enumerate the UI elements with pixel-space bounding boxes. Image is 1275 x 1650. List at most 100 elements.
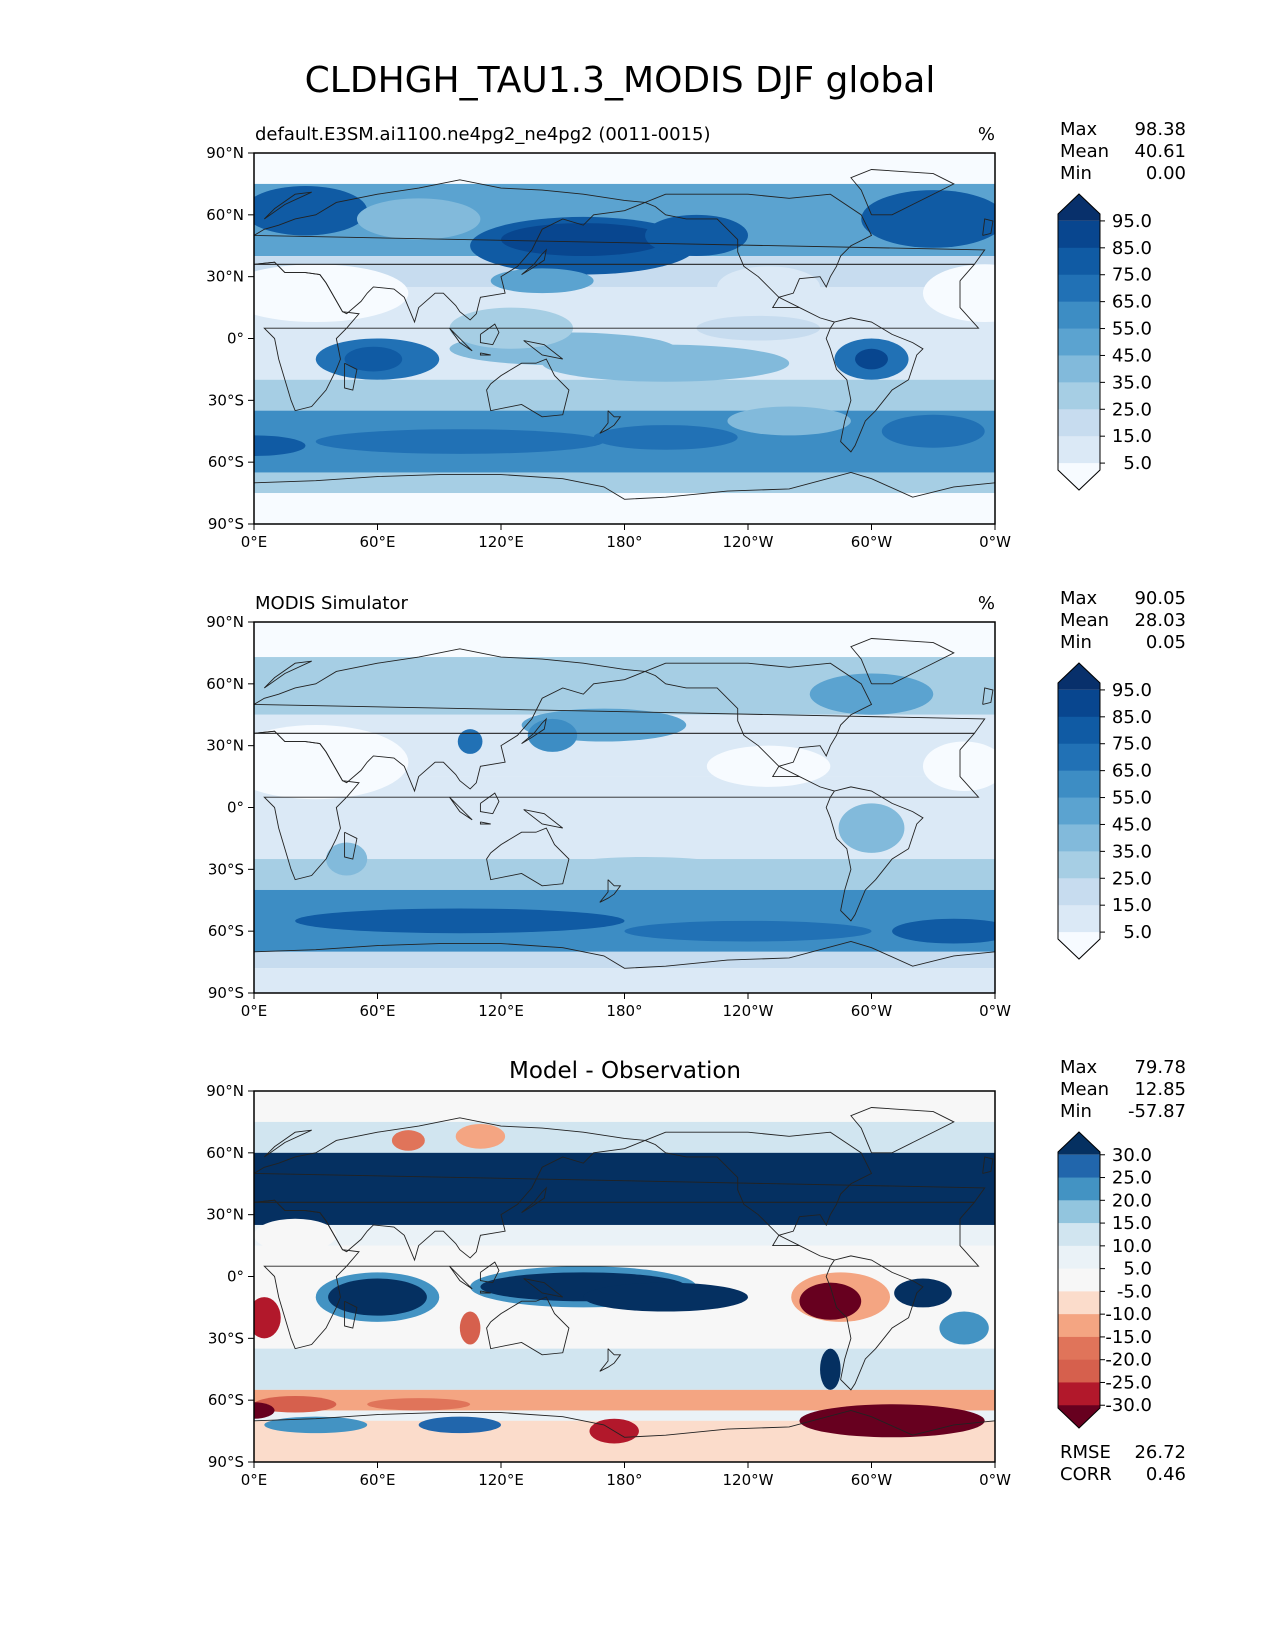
contour-region xyxy=(881,414,985,448)
contour-region xyxy=(459,1311,481,1345)
lat-tick-label: 60°N xyxy=(206,675,244,693)
coastline xyxy=(982,687,994,705)
contour-region xyxy=(922,264,995,323)
stat-max-value: 98.38 xyxy=(1134,119,1186,140)
contour-band xyxy=(254,1152,995,1225)
coastline xyxy=(344,1300,358,1329)
contour-region xyxy=(490,268,594,294)
colorbar-label: 5.0 xyxy=(1123,922,1152,943)
colorbar-label: 20.0 xyxy=(1112,1190,1152,1211)
colorbar-swatch xyxy=(1058,743,1100,772)
lon-tick-label: 0°W xyxy=(979,1471,1011,1489)
colorbar-label: 15.0 xyxy=(1112,895,1152,916)
colorbar-label: -20.0 xyxy=(1105,1350,1152,1371)
colorbar-swatch xyxy=(1058,301,1100,330)
contour-region xyxy=(418,1416,502,1434)
lon-tick-label: 180° xyxy=(606,533,642,551)
colorbar-swatch xyxy=(1058,355,1100,383)
colorbar-swatch xyxy=(1058,770,1100,799)
colorbar: 95.0 85.0 75.0 65.0 55.0 45.0 35.0 25.0 15.0 5.0 xyxy=(1057,662,1152,960)
coastlines xyxy=(254,1107,995,1438)
lat-tick-label: 60°N xyxy=(206,206,244,224)
coastlines xyxy=(254,638,995,969)
panel-diff: Model - Observation 90°N 60°N 30°N 0° 30°S 60… xyxy=(206,1057,1186,1489)
contour-region xyxy=(593,425,738,450)
corr-value: 0.46 xyxy=(1146,1464,1186,1485)
colorbar: 30.025.020.015.010.05.0-5.0-10.0-15.0-20… xyxy=(1057,1131,1152,1429)
stat-mean-label: Mean xyxy=(1060,1079,1109,1100)
contour-region xyxy=(838,803,905,853)
coastline xyxy=(263,660,312,689)
coastline xyxy=(479,792,500,815)
colorbar-swatch xyxy=(1058,1336,1100,1361)
panel-left-title: MODIS Simulator xyxy=(255,593,408,614)
stat-max-label: Max xyxy=(1060,119,1098,140)
contour-region xyxy=(367,1398,471,1411)
coastline xyxy=(644,662,924,922)
coastline xyxy=(263,191,312,220)
colorbar-swatch xyxy=(1058,194,1100,221)
colorbar-label: 95.0 xyxy=(1112,680,1152,701)
contour-region xyxy=(295,908,625,934)
lat-tick-label: 60°S xyxy=(208,453,244,471)
contour-region xyxy=(254,1402,275,1419)
panel-left-title: default.E3SM.ai1100.ne4pg2_ne4pg2 (0011-… xyxy=(255,124,710,145)
colorbar-swatch xyxy=(1058,878,1100,906)
panel-unit: % xyxy=(978,593,995,614)
contour-field xyxy=(254,1121,995,1462)
contour-region xyxy=(527,718,578,752)
lon-tick-label: 0°W xyxy=(979,1002,1011,1020)
coastline xyxy=(479,821,491,825)
colorbar-swatch xyxy=(1058,274,1100,303)
lon-tick-label: 120°E xyxy=(478,1002,524,1020)
lat-tick-label: 0° xyxy=(227,799,244,817)
lat-tick-label: 60°S xyxy=(208,1391,244,1409)
colorbar-label: -15.0 xyxy=(1105,1327,1152,1348)
lon-tick-label: 60°W xyxy=(851,1471,893,1489)
colorbar-label: 55.0 xyxy=(1112,788,1152,809)
lon-tick-label: 180° xyxy=(606,1471,642,1489)
lat-tick-label: 60°S xyxy=(208,922,244,940)
coastline xyxy=(850,1107,955,1154)
colorbar-swatch xyxy=(1058,1382,1100,1406)
coastline xyxy=(254,1117,986,1262)
contour-region xyxy=(254,435,306,456)
contour-region xyxy=(356,198,481,240)
contour-region xyxy=(706,745,831,787)
colorbar-swatch xyxy=(1058,1314,1100,1338)
contour-region xyxy=(645,214,749,257)
lat-tick-label: 90°N xyxy=(206,1082,244,1100)
contour-region xyxy=(861,190,995,248)
lon-tick-label: 60°E xyxy=(359,1471,395,1489)
coastline xyxy=(344,362,358,391)
colorbar-label: 35.0 xyxy=(1112,372,1152,393)
coastline xyxy=(254,261,980,412)
colorbar-label: -30.0 xyxy=(1105,1395,1152,1416)
colorbar-outline xyxy=(1057,193,1101,491)
colorbar-swatch xyxy=(1058,382,1100,410)
colorbar-swatch xyxy=(1058,247,1100,276)
coastline xyxy=(449,1265,473,1290)
lon-tick-label: 0°E xyxy=(241,533,268,551)
colorbar-swatch xyxy=(1058,1245,1100,1270)
colorbar-label: 75.0 xyxy=(1112,734,1152,755)
coastline xyxy=(523,1278,564,1298)
colorbar-swatch xyxy=(1058,1405,1100,1428)
contour-region xyxy=(254,725,409,800)
colorbar-swatch xyxy=(1058,1359,1100,1383)
contour-region xyxy=(254,1218,337,1252)
stat-min-label: Min xyxy=(1060,163,1092,184)
coastline xyxy=(263,1129,312,1158)
rmse-label: RMSE xyxy=(1060,1442,1111,1463)
lat-tick-label: 90°S xyxy=(208,1453,244,1471)
coastline xyxy=(254,941,995,969)
colorbar-label: -10.0 xyxy=(1105,1304,1152,1325)
contour-region xyxy=(939,1311,989,1345)
colorbar-label: 45.0 xyxy=(1112,814,1152,835)
colorbar-label: 25.0 xyxy=(1112,1168,1152,1189)
contour-region xyxy=(254,185,368,236)
rmse-value: 26.72 xyxy=(1134,1442,1186,1463)
contour-region xyxy=(455,1123,506,1149)
coastline xyxy=(486,358,570,418)
coastline xyxy=(254,179,986,324)
